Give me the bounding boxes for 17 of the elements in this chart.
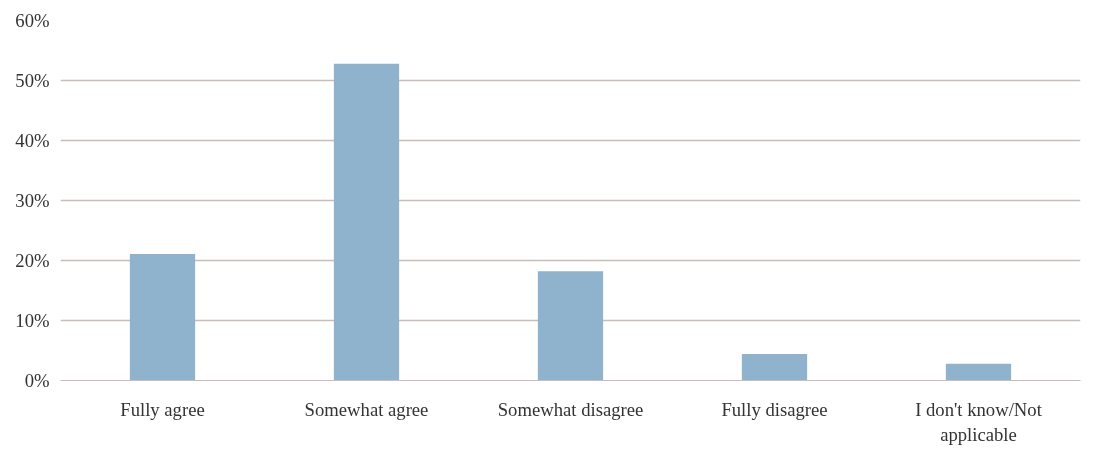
y-tick-label: 60% bbox=[15, 10, 50, 31]
x-tick-label: Fully disagree bbox=[721, 398, 828, 420]
x-tick-label: Somewhat agree bbox=[304, 398, 429, 420]
x-tick-label: I don't know/Not applicable bbox=[915, 398, 1043, 445]
bar bbox=[741, 354, 808, 381]
x-tick-label: Somewhat disagree bbox=[497, 398, 644, 420]
y-tick-label: 50% bbox=[15, 70, 50, 91]
y-tick-label: 0% bbox=[24, 370, 50, 391]
bar bbox=[537, 271, 604, 381]
bar bbox=[945, 363, 1012, 381]
y-tick-label: 20% bbox=[15, 250, 50, 271]
x-tick-label: Fully agree bbox=[120, 398, 205, 420]
y-tick-label: 10% bbox=[15, 310, 50, 331]
y-tick-label: 30% bbox=[15, 190, 50, 211]
bar bbox=[333, 63, 400, 381]
bar bbox=[129, 253, 196, 381]
y-tick-label: 40% bbox=[15, 130, 50, 151]
